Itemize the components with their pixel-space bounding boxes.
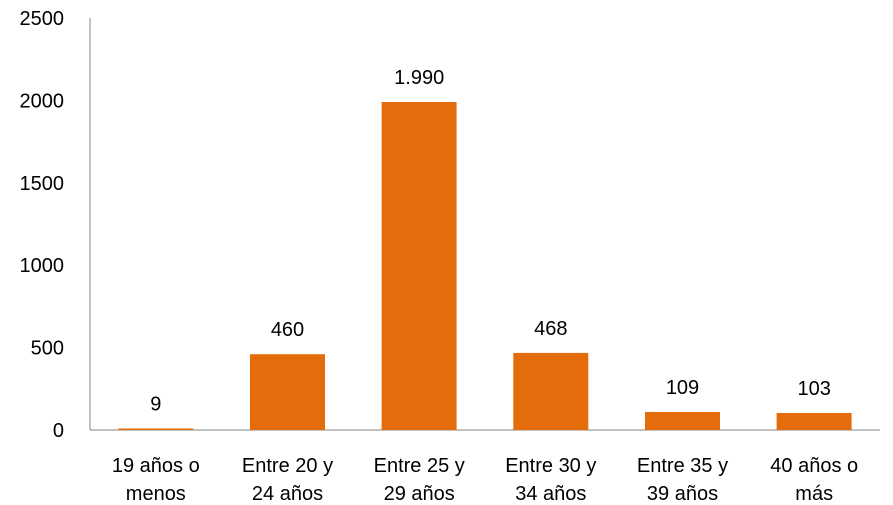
category-label: 19 años o menos <box>112 455 200 505</box>
y-tick-label: 2000 <box>20 90 65 112</box>
y-tick-label: 1000 <box>20 255 65 277</box>
data-label: 1.990 <box>394 67 444 89</box>
y-tick-label: 2500 <box>20 8 65 30</box>
bar <box>776 413 852 430</box>
bar <box>381 102 457 430</box>
bar <box>513 352 589 430</box>
category-label: Entre 25 y 29 años <box>374 455 465 505</box>
category-label: Entre 30 y 34 años <box>505 455 596 505</box>
data-label: 9 <box>150 394 161 416</box>
y-tick-label: 500 <box>31 338 64 360</box>
category-labels: 19 años o menos Entre 20 y 24 años Entre 25 … <box>112 455 858 505</box>
bar <box>250 354 325 430</box>
y-tick-label: 1500 <box>20 173 65 195</box>
data-label: 468 <box>534 318 567 340</box>
data-label: 109 <box>666 377 699 399</box>
category-label: Entre 20 y 24 años <box>242 455 333 505</box>
data-label: 460 <box>271 319 304 341</box>
y-axis: 0 500 1000 1500 2000 2500 <box>20 8 91 442</box>
bar <box>118 428 194 430</box>
bars <box>118 102 852 430</box>
category-label: Entre 35 y 39 años <box>637 455 728 505</box>
category-label: 40 años o más <box>770 455 858 505</box>
y-tick-label: 0 <box>53 420 64 442</box>
data-label: 103 <box>798 378 831 400</box>
bar <box>645 412 720 430</box>
data-labels: 9 460 1.990 468 109 103 <box>150 67 831 416</box>
